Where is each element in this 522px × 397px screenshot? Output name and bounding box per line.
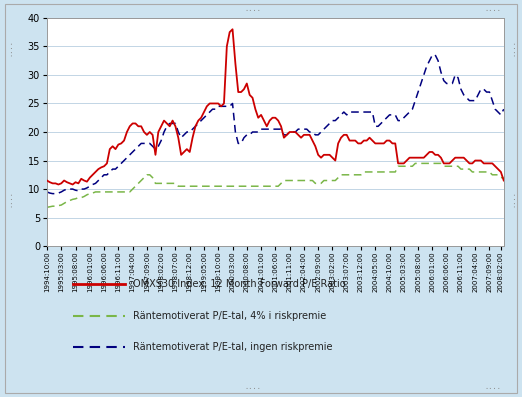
Text: ....: .... [6,39,12,56]
Text: Räntemotiverat P/E-tal, 4% i riskpremie: Räntemotiverat P/E-tal, 4% i riskpremie [133,310,326,321]
Text: ....: .... [510,190,516,207]
Text: ....: .... [510,39,516,56]
Text: Räntemotiverat P/E-tal, ingen riskpremie: Räntemotiverat P/E-tal, ingen riskpremie [133,342,333,353]
Text: ....: .... [245,6,262,12]
Text: ....: .... [485,6,502,12]
Text: ....: .... [245,384,262,390]
Text: ....: .... [485,384,502,390]
Text: ....: .... [6,190,12,207]
Text: OMXS30 Index, 12 Month Forward P/E Ratio: OMXS30 Index, 12 Month Forward P/E Ratio [133,279,346,289]
